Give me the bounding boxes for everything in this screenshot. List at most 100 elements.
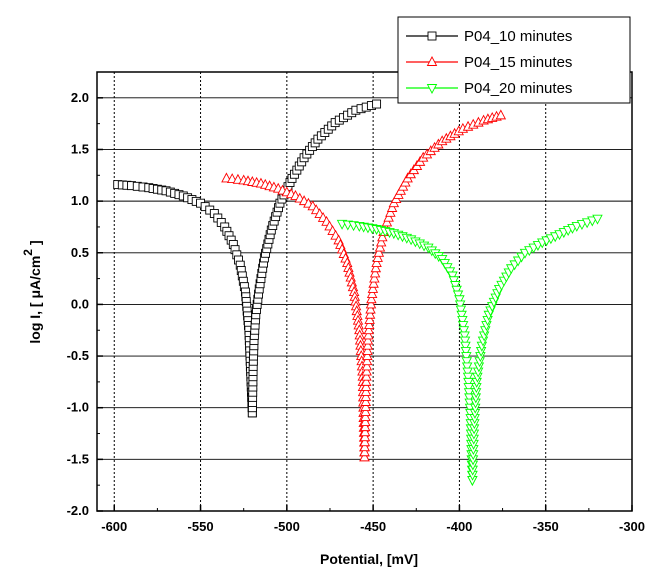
legend-item-3: P04_20 minutes [406, 80, 572, 97]
legend-label: P04_20 minutes [464, 80, 572, 97]
x-tick-label: -550 [188, 519, 214, 534]
data-point-marker [372, 99, 382, 109]
x-tick-label: -300 [619, 519, 645, 534]
data-point-marker [362, 344, 373, 355]
data-point-marker [458, 326, 470, 337]
data-point-marker [360, 396, 372, 406]
data-point-marker [362, 350, 373, 361]
data-point-marker [459, 336, 471, 347]
y-axis-label-main: log I, [ μA/cm [27, 256, 43, 344]
data-point-marker [359, 431, 371, 442]
data-point-marker [447, 271, 458, 282]
data-point-marker [452, 290, 464, 301]
data-point-marker [364, 313, 375, 324]
x-tick-label: -450 [360, 519, 386, 534]
data-point-marker [373, 246, 385, 257]
data-point-marker [460, 346, 472, 357]
y-tick-label: -1.5 [67, 451, 89, 466]
series-layer [113, 99, 603, 486]
data-point-marker [587, 216, 598, 227]
series-2 [221, 109, 507, 462]
legend-label: P04_10 minutes [464, 28, 572, 45]
data-point-marker [365, 298, 377, 309]
data-point-marker [369, 272, 380, 283]
data-point-marker [454, 300, 466, 311]
x-axis-label: Potential, [mV] [320, 551, 418, 567]
legend-item-2: P04_15 minutes [406, 54, 572, 71]
data-point-marker [360, 375, 372, 386]
data-point-marker [360, 391, 372, 401]
data-point-marker [463, 383, 474, 394]
data-point-marker [457, 321, 469, 332]
legend-label: P04_15 minutes [464, 54, 572, 71]
plot-frame [96, 71, 633, 512]
data-point-marker [361, 355, 373, 366]
data-point-marker [464, 393, 475, 404]
legend: P04_10 minutes P04_15 minutes P04_20 minut… [397, 16, 631, 104]
data-point-marker [576, 220, 588, 231]
series-1 [113, 99, 382, 418]
data-point-marker [359, 436, 371, 447]
data-point-marker [365, 303, 376, 314]
x-tick-label: -600 [101, 519, 127, 534]
data-point-marker [361, 365, 372, 376]
data-point-marker [461, 357, 473, 368]
data-point-marker [374, 241, 386, 252]
y-tick-label: 1.0 [71, 193, 89, 208]
x-tick-label: -350 [533, 519, 559, 534]
y-axis-label-superscript: 2 [21, 249, 35, 256]
data-point-marker [362, 339, 373, 350]
data-point-marker [375, 236, 387, 247]
anodic-branch-line [363, 114, 502, 458]
data-point-marker [359, 446, 370, 457]
data-point-marker [360, 406, 371, 416]
data-point-marker [383, 211, 394, 222]
cathodic-branch-line [117, 183, 253, 413]
data-point-marker [359, 451, 370, 462]
y-tick-label: 0.5 [71, 245, 89, 260]
data-point-marker [360, 411, 371, 422]
data-point-marker [455, 305, 467, 316]
data-point-marker [363, 324, 375, 335]
data-point-marker [360, 416, 371, 427]
legend-box [397, 16, 631, 104]
data-point-marker [386, 202, 398, 212]
data-point-marker [495, 109, 507, 120]
data-point-marker [361, 370, 372, 381]
data-point-marker [362, 334, 374, 345]
data-point-marker [581, 218, 593, 229]
y-tick-label: 1.5 [71, 141, 89, 156]
y-axis-label: log I, [ μA/cm2] [21, 240, 43, 343]
y-axis-label-end: ] [27, 240, 43, 245]
data-point-marker [462, 367, 473, 378]
data-point-marker [377, 231, 388, 242]
data-point-marker [463, 377, 474, 388]
data-point-marker [360, 401, 371, 411]
data-point-marker [427, 31, 437, 41]
data-point-marker [360, 380, 372, 391]
y-tick-label: -1.0 [67, 400, 89, 415]
axis-ticks: -2.0 -1.5 -1.0 -0.5 0.0 0.5 1.0 1.5 2.0 -600 -550 -… [67, 90, 645, 534]
y-tick-label: 2.0 [71, 90, 89, 105]
x-tick-label: -400 [446, 519, 472, 534]
data-point-marker [426, 56, 438, 66]
data-point-marker [463, 388, 475, 399]
data-point-marker [363, 329, 374, 340]
series-3 [336, 214, 603, 486]
data-point-marker [571, 221, 583, 232]
data-point-marker [366, 293, 377, 304]
data-point-marker [367, 282, 379, 293]
data-point-marker [461, 352, 472, 363]
data-point-marker [381, 216, 393, 227]
data-point-marker [460, 341, 471, 352]
y-tick-label: -0.5 [67, 348, 89, 363]
data-point-marker [369, 267, 381, 278]
x-tick-label: -500 [274, 519, 300, 534]
data-point-marker [372, 251, 383, 262]
data-point-marker [360, 385, 372, 396]
data-point-marker [385, 206, 396, 217]
data-point-marker [363, 319, 375, 330]
data-point-marker [364, 308, 376, 319]
legend-item-1: P04_10 minutes [406, 28, 572, 45]
